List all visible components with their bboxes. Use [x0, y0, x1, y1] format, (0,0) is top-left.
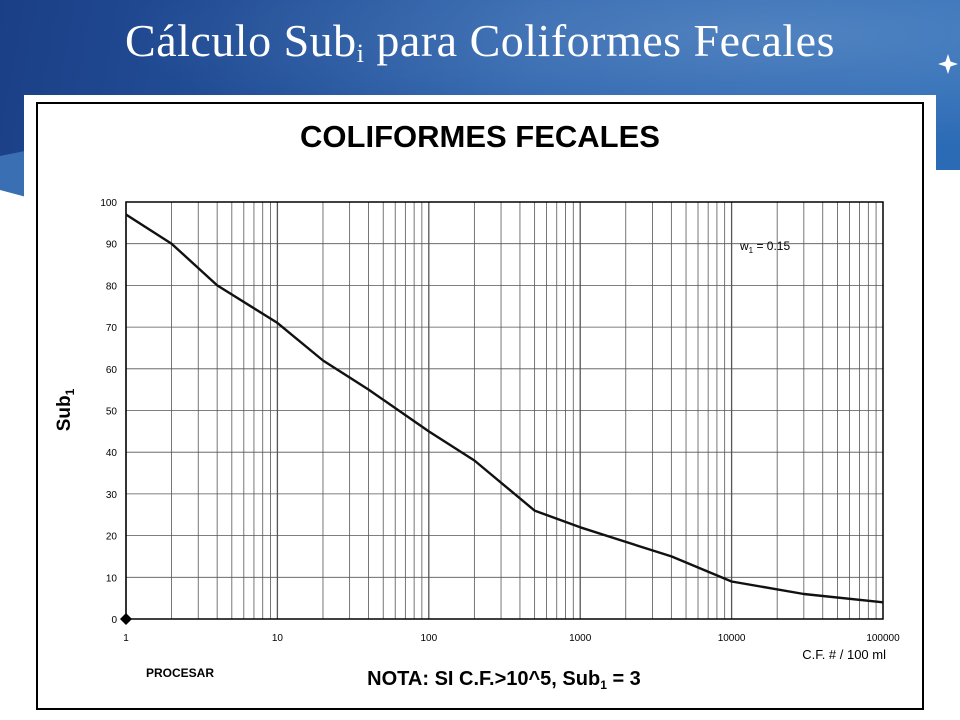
slide-title: Cálculo Subi para Coliformes Fecales [0, 14, 960, 69]
weight-annotation: w1 = 0.15 [739, 239, 790, 255]
y-tick-label: 80 [106, 281, 118, 292]
procesar-button[interactable]: PROCESAR [146, 666, 214, 680]
chart-svg: COLIFORMES FECALES 0 10 20 30 40 50 60 70 80 90 10… [36, 102, 924, 710]
slide-title-rest: para Coliformes Fecales [364, 15, 835, 66]
y-axis-label-main: Sub [54, 395, 75, 431]
y-tick-label: 30 [106, 490, 118, 501]
y-tick-label: 10 [106, 573, 118, 584]
x-tick-label: 1 [123, 633, 129, 644]
data-marker-diamond [120, 613, 132, 625]
y-tick-label: 40 [106, 448, 118, 459]
slide-title-main: Cálculo Sub [125, 15, 357, 66]
y-tick-label: 50 [106, 407, 118, 418]
x-tick-label: 100000 [866, 633, 900, 644]
x-tick-label: 1000 [569, 633, 592, 644]
y-tick-label: 70 [106, 323, 118, 334]
weight-annotation-sub: 1 [749, 246, 754, 255]
y-tick-label: 0 [111, 615, 117, 626]
y-tick-label: 60 [106, 365, 118, 376]
chart-panel: COLIFORMES FECALES 0 10 20 30 40 50 60 70 80 90 10… [24, 95, 936, 713]
weight-annotation-main: w [739, 239, 749, 253]
slide-corner-decoration [0, 150, 30, 198]
weight-annotation-rest: = 0.15 [753, 239, 790, 253]
plot-area-border [125, 201, 884, 620]
y-axis-label: Sub1 [54, 388, 77, 431]
coliform-curve [125, 213, 884, 604]
x-axis-label: C.F. # / 100 ml [802, 647, 886, 662]
x-tick-label: 10000 [718, 633, 746, 644]
chart-note-main: NOTA: SI C.F.>10^5, Sub [367, 668, 600, 690]
chart-note: NOTA: SI C.F.>10^5, Sub1 = 3 [367, 668, 641, 692]
chart-series [120, 213, 884, 625]
y-tick-label: 90 [106, 240, 118, 251]
x-tick-label: 100 [420, 633, 437, 644]
slide-title-subscript: i [356, 39, 365, 68]
chart-title: COLIFORMES FECALES [300, 119, 660, 154]
y-tick-label: 100 [100, 198, 117, 209]
four-point-star-icon [938, 54, 958, 74]
x-tick-label: 10 [272, 633, 284, 644]
y-tick-label: 20 [106, 532, 118, 543]
chart-note-rest: = 3 [607, 668, 641, 690]
chart-note-sub: 1 [600, 678, 607, 692]
y-axis-label-sub: 1 [63, 388, 77, 395]
chart-outer-frame [36, 102, 924, 710]
